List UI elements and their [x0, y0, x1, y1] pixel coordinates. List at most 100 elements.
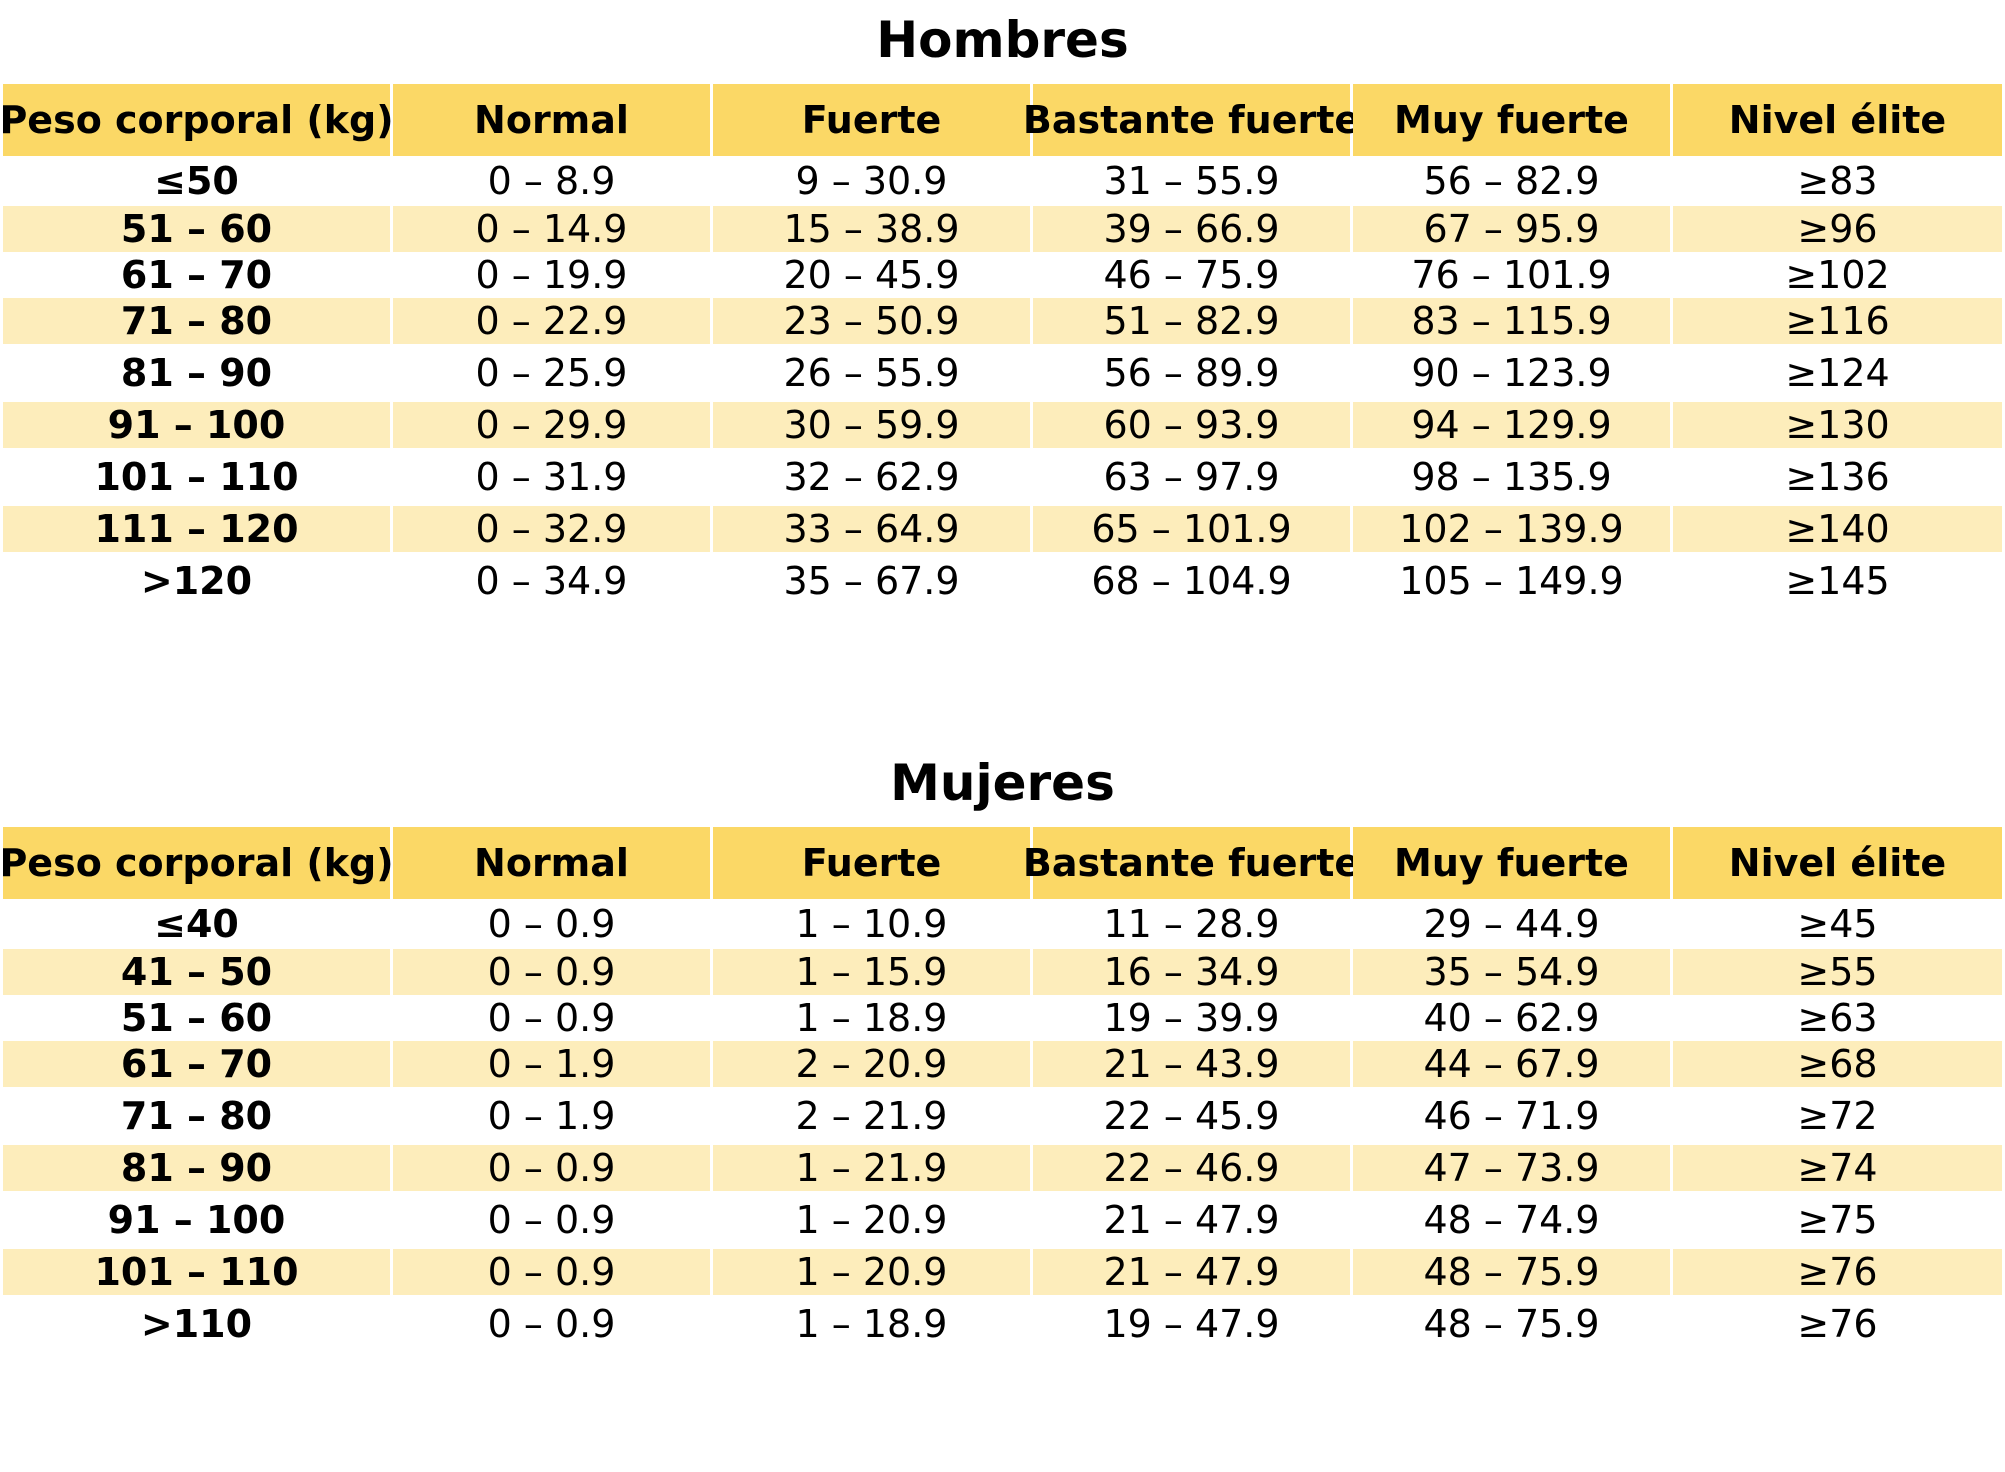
- cell-normal: 0 – 22.9: [393, 298, 713, 344]
- cell-very-strong: 48 – 75.9: [1353, 1295, 1673, 1353]
- cell-very-strong: 76 – 101.9: [1353, 252, 1673, 298]
- cell-normal: 0 – 0.9: [393, 995, 713, 1041]
- column-header-normal: Normal: [393, 827, 713, 899]
- weight-range-cell: 71 – 80: [3, 298, 393, 344]
- cell-quite-strong: 19 – 39.9: [1033, 995, 1353, 1041]
- cell-very-strong: 40 – 62.9: [1353, 995, 1673, 1041]
- cell-normal: 0 – 0.9: [393, 1191, 713, 1249]
- weight-range-cell: 101 – 110: [3, 1249, 393, 1295]
- weight-range-cell: 71 – 80: [3, 1087, 393, 1145]
- cell-quite-strong: 68 – 104.9: [1033, 552, 1353, 610]
- column-header-normal: Normal: [393, 84, 713, 156]
- cell-normal: 0 – 1.9: [393, 1041, 713, 1087]
- cell-strong: 30 – 59.9: [713, 402, 1033, 448]
- cell-normal: 0 – 31.9: [393, 448, 713, 506]
- column-header-very-strong: Muy fuerte: [1353, 827, 1673, 899]
- cell-very-strong: 98 – 135.9: [1353, 448, 1673, 506]
- cell-quite-strong: 39 – 66.9: [1033, 206, 1353, 252]
- column-header-body-weight: Peso corporal (kg): [0, 827, 394, 899]
- cell-normal: 0 – 1.9: [393, 1087, 713, 1145]
- cell-quite-strong: 51 – 82.9: [1033, 298, 1353, 344]
- cell-quite-strong: 22 – 46.9: [1033, 1145, 1353, 1191]
- cell-quite-strong: 16 – 34.9: [1033, 949, 1353, 995]
- cell-very-strong: 105 – 149.9: [1353, 552, 1673, 610]
- column-header-quite-strong: Bastante fuerte: [1023, 84, 1360, 156]
- cell-strong: 20 – 45.9: [713, 252, 1033, 298]
- cell-quite-strong: 56 – 89.9: [1033, 344, 1353, 402]
- cell-strong: 1 – 21.9: [713, 1145, 1033, 1191]
- cell-strong: 35 – 67.9: [713, 552, 1033, 610]
- cell-strong: 1 – 18.9: [713, 1295, 1033, 1353]
- column-header-strong: Fuerte: [713, 827, 1033, 899]
- cell-quite-strong: 11 – 28.9: [1033, 899, 1353, 949]
- cell-strong: 32 – 62.9: [713, 448, 1033, 506]
- cell-quite-strong: 60 – 93.9: [1033, 402, 1353, 448]
- cell-elite: ≥145: [1785, 559, 1890, 603]
- cell-normal: 0 – 34.9: [393, 552, 713, 610]
- cell-very-strong: 94 – 129.9: [1353, 402, 1673, 448]
- cell-strong: 2 – 20.9: [713, 1041, 1033, 1087]
- cell-elite: ≥102: [1785, 253, 1890, 297]
- weight-range-cell: 91 – 100: [3, 402, 393, 448]
- cell-elite: ≥140: [1673, 506, 2002, 552]
- women-strength-table: Peso corporal (kg) Normal Fuerte Bastante f…: [0, 827, 2002, 1353]
- cell-very-strong: 48 – 75.9: [1353, 1249, 1673, 1295]
- weight-range-cell: 81 – 90: [3, 1145, 393, 1191]
- cell-quite-strong: 21 – 47.9: [1033, 1191, 1353, 1249]
- cell-very-strong: 83 – 115.9: [1353, 298, 1673, 344]
- cell-strong: 33 – 64.9: [713, 506, 1033, 552]
- cell-strong: 9 – 30.9: [713, 156, 1033, 206]
- cell-elite: ≥75: [1797, 1198, 1878, 1242]
- cell-strong: 15 – 38.9: [713, 206, 1033, 252]
- cell-quite-strong: 65 – 101.9: [1033, 506, 1353, 552]
- cell-very-strong: 102 – 139.9: [1353, 506, 1673, 552]
- cell-strong: 23 – 50.9: [713, 298, 1033, 344]
- column-header-elite: Nivel élite: [1673, 827, 2002, 899]
- cell-elite: ≥72: [1797, 1094, 1878, 1138]
- column-header-strong: Fuerte: [713, 84, 1033, 156]
- weight-range-cell: ≤50: [3, 156, 393, 206]
- cell-very-strong: 46 – 71.9: [1353, 1087, 1673, 1145]
- cell-normal: 0 – 8.9: [393, 156, 713, 206]
- weight-range-cell: 101 – 110: [3, 448, 393, 506]
- cell-normal: 0 – 25.9: [393, 344, 713, 402]
- cell-elite: ≥83: [1797, 159, 1878, 203]
- weight-range-cell: 51 – 60: [3, 206, 393, 252]
- cell-elite: ≥136: [1785, 455, 1890, 499]
- cell-elite: ≥55: [1673, 949, 2002, 995]
- cell-strong: 26 – 55.9: [713, 344, 1033, 402]
- cell-very-strong: 90 – 123.9: [1353, 344, 1673, 402]
- cell-elite: ≥74: [1673, 1145, 2002, 1191]
- cell-quite-strong: 22 – 45.9: [1033, 1087, 1353, 1145]
- women-table-title: Mujeres: [890, 754, 1115, 812]
- cell-elite: ≥116: [1673, 298, 2002, 344]
- cell-strong: 1 – 20.9: [713, 1191, 1033, 1249]
- cell-quite-strong: 46 – 75.9: [1033, 252, 1353, 298]
- column-header-body-weight: Peso corporal (kg): [0, 84, 394, 156]
- cell-normal: 0 – 0.9: [393, 949, 713, 995]
- cell-very-strong: 29 – 44.9: [1353, 899, 1673, 949]
- cell-elite: ≥124: [1785, 351, 1890, 395]
- cell-very-strong: 44 – 67.9: [1353, 1041, 1673, 1087]
- cell-elite: ≥63: [1797, 996, 1878, 1040]
- cell-elite: ≥130: [1673, 402, 2002, 448]
- cell-normal: 0 – 32.9: [393, 506, 713, 552]
- column-header-elite: Nivel élite: [1673, 84, 2002, 156]
- cell-quite-strong: 21 – 43.9: [1033, 1041, 1353, 1087]
- cell-strong: 2 – 21.9: [713, 1087, 1033, 1145]
- cell-normal: 0 – 0.9: [393, 1295, 713, 1353]
- weight-range-cell: 111 – 120: [3, 506, 393, 552]
- cell-normal: 0 – 14.9: [393, 206, 713, 252]
- weight-range-cell: 91 – 100: [3, 1191, 393, 1249]
- cell-normal: 0 – 29.9: [393, 402, 713, 448]
- weight-range-cell: 81 – 90: [3, 344, 393, 402]
- cell-strong: 1 – 15.9: [713, 949, 1033, 995]
- cell-quite-strong: 31 – 55.9: [1033, 156, 1353, 206]
- cell-normal: 0 – 0.9: [393, 1249, 713, 1295]
- cell-quite-strong: 63 – 97.9: [1033, 448, 1353, 506]
- cell-very-strong: 48 – 74.9: [1353, 1191, 1673, 1249]
- cell-normal: 0 – 19.9: [393, 252, 713, 298]
- cell-strong: 1 – 20.9: [713, 1249, 1033, 1295]
- cell-quite-strong: 21 – 47.9: [1033, 1249, 1353, 1295]
- cell-elite: ≥45: [1797, 902, 1878, 946]
